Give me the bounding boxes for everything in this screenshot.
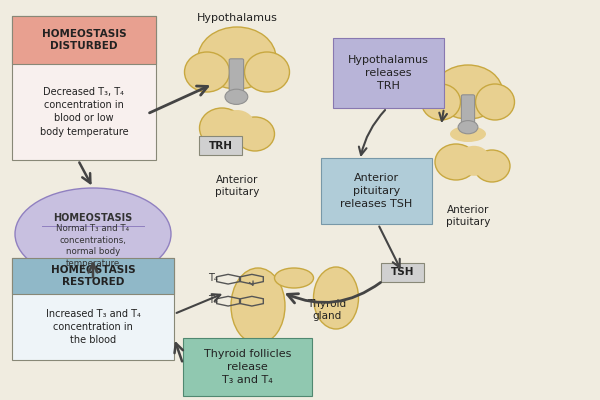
Text: TRH: TRH bbox=[209, 141, 233, 150]
FancyBboxPatch shape bbox=[381, 263, 424, 282]
Text: Normal T₃ and T₄
concentrations,
normal body
temperature: Normal T₃ and T₄ concentrations, normal … bbox=[56, 224, 130, 268]
FancyBboxPatch shape bbox=[199, 136, 242, 155]
Text: T₃: T₃ bbox=[208, 295, 218, 305]
FancyBboxPatch shape bbox=[321, 158, 432, 224]
Ellipse shape bbox=[314, 267, 359, 329]
Text: Anterior
pituitary: Anterior pituitary bbox=[446, 205, 490, 227]
Ellipse shape bbox=[231, 268, 285, 344]
FancyBboxPatch shape bbox=[461, 95, 475, 123]
Text: Anterior
pituitary: Anterior pituitary bbox=[215, 175, 259, 197]
Text: Decreased T₃, T₄
concentration in
blood or low
body temperature: Decreased T₃, T₄ concentration in blood … bbox=[40, 87, 128, 136]
Ellipse shape bbox=[225, 89, 248, 104]
Text: Hypothalamus: Hypothalamus bbox=[197, 13, 277, 23]
Ellipse shape bbox=[476, 84, 515, 120]
FancyBboxPatch shape bbox=[12, 16, 156, 64]
FancyBboxPatch shape bbox=[229, 59, 244, 91]
Ellipse shape bbox=[185, 52, 229, 92]
Ellipse shape bbox=[235, 117, 275, 151]
Text: Thyroid follicles
release
T₃ and T₄: Thyroid follicles release T₃ and T₄ bbox=[204, 349, 291, 385]
Ellipse shape bbox=[458, 120, 478, 134]
Ellipse shape bbox=[275, 268, 314, 288]
Ellipse shape bbox=[245, 52, 290, 92]
Text: TSH: TSH bbox=[391, 267, 414, 278]
Ellipse shape bbox=[450, 126, 486, 142]
Text: HOMEOSTASIS
DISTURBED: HOMEOSTASIS DISTURBED bbox=[41, 28, 127, 51]
Ellipse shape bbox=[198, 27, 276, 89]
Ellipse shape bbox=[474, 150, 510, 182]
Text: Increased T₃ and T₄
concentration in
the blood: Increased T₃ and T₄ concentration in the… bbox=[46, 309, 140, 345]
Ellipse shape bbox=[199, 108, 245, 148]
FancyBboxPatch shape bbox=[12, 258, 174, 294]
Ellipse shape bbox=[435, 144, 477, 180]
Ellipse shape bbox=[15, 188, 171, 280]
Text: Anterior
pituitary
releases TSH: Anterior pituitary releases TSH bbox=[340, 173, 413, 209]
Ellipse shape bbox=[421, 84, 461, 120]
Text: T₄: T₄ bbox=[208, 273, 218, 283]
FancyBboxPatch shape bbox=[12, 16, 156, 160]
Ellipse shape bbox=[433, 65, 503, 119]
FancyBboxPatch shape bbox=[333, 38, 444, 108]
Ellipse shape bbox=[458, 146, 491, 176]
Text: HOMEOSTASIS: HOMEOSTASIS bbox=[53, 213, 133, 223]
Text: Hypothalamus
releases
TRH: Hypothalamus releases TRH bbox=[348, 55, 429, 91]
Text: Thyroid
gland: Thyroid gland bbox=[307, 299, 347, 321]
Ellipse shape bbox=[219, 110, 255, 142]
FancyBboxPatch shape bbox=[12, 258, 174, 360]
Text: HOMEOSTASIS
RESTORED: HOMEOSTASIS RESTORED bbox=[50, 265, 136, 287]
FancyBboxPatch shape bbox=[183, 338, 312, 396]
